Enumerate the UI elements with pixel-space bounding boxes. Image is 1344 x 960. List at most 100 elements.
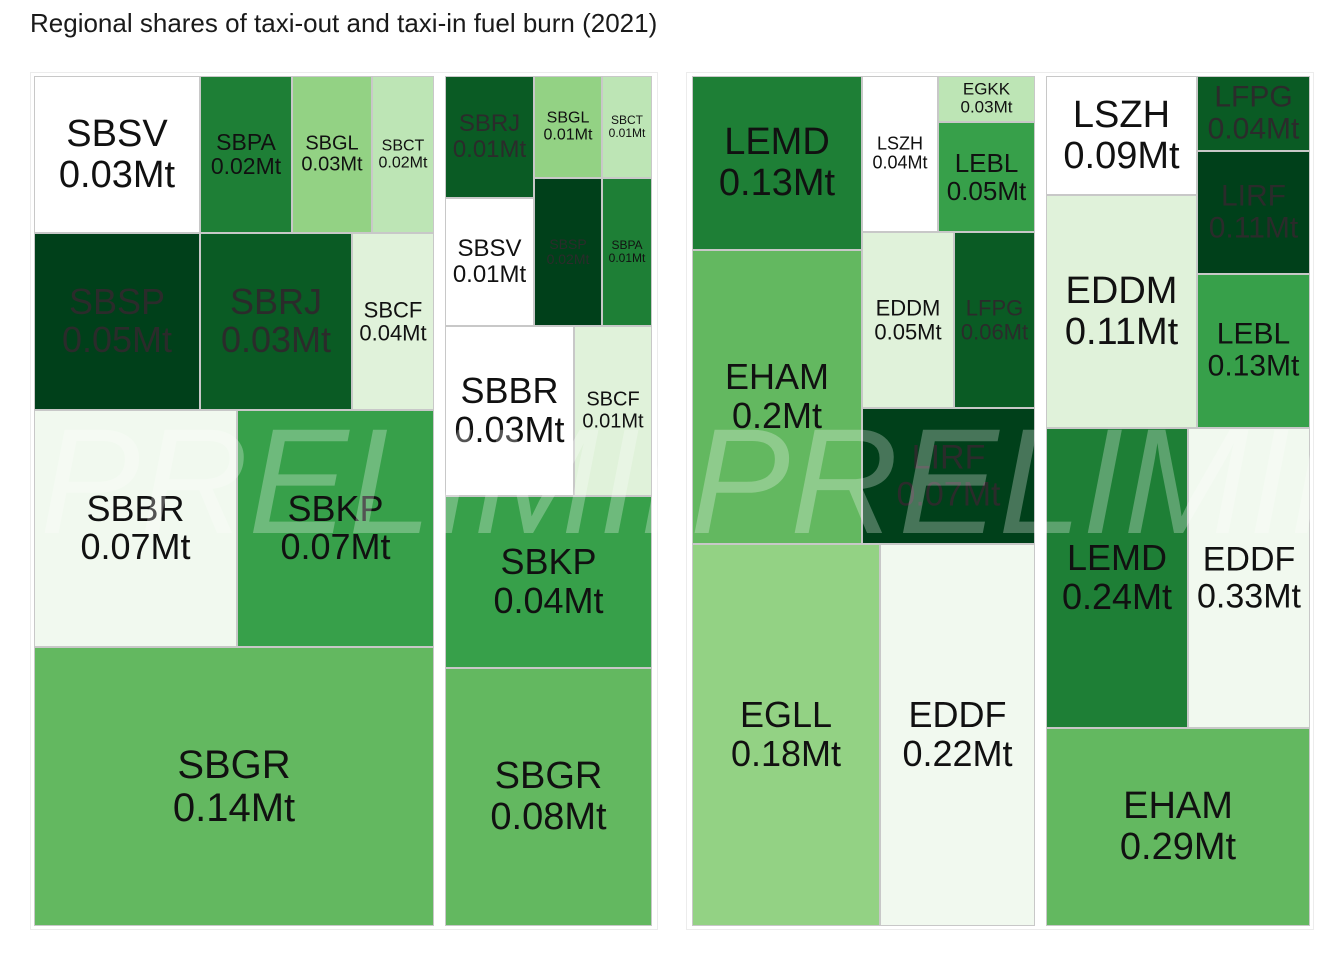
cell-label: SBSP 0.02Mt bbox=[535, 235, 601, 267]
cell-label: SBSV 0.01Mt bbox=[446, 236, 533, 288]
treemap-cell: SBBR 0.07Mt bbox=[34, 410, 237, 647]
airport-code: LEBL bbox=[954, 147, 1019, 178]
cell-label: LSZH 0.04Mt bbox=[863, 133, 937, 174]
airport-code: SBCF bbox=[363, 296, 423, 322]
cell-label: LIRF 0.11Mt bbox=[1198, 179, 1309, 245]
cell-label: SBCF 0.01Mt bbox=[575, 389, 651, 432]
fuel-value-label: 0.05Mt bbox=[874, 319, 942, 344]
treemap-cell: SBSP 0.02Mt bbox=[534, 178, 602, 326]
cell-label: SBBR 0.07Mt bbox=[35, 487, 236, 568]
fuel-value-label: 0.02Mt bbox=[546, 251, 590, 267]
fuel-value-label: 0.24Mt bbox=[1061, 576, 1173, 617]
cell-label: SBGL 0.03Mt bbox=[293, 132, 371, 176]
fuel-value-label: 0.13Mt bbox=[718, 162, 836, 204]
airport-code: EGLL bbox=[739, 694, 833, 736]
cell-label: SBKP 0.04Mt bbox=[446, 541, 651, 621]
cell-label: SBGR 0.08Mt bbox=[446, 754, 651, 838]
fuel-value-label: 0.03Mt bbox=[58, 153, 176, 196]
airport-code: SBBR bbox=[86, 487, 185, 529]
airport-code: SBGR bbox=[494, 754, 603, 797]
fuel-value-label: 0.02Mt bbox=[210, 153, 282, 180]
cell-label: SBCT 0.02Mt bbox=[373, 137, 433, 172]
treemap-cell: LEBL 0.05Mt bbox=[938, 122, 1035, 232]
fuel-value-label: 0.01Mt bbox=[582, 410, 644, 432]
cell-label: SBKP 0.07Mt bbox=[238, 489, 433, 568]
treemap-cell: SBCT 0.02Mt bbox=[372, 76, 434, 233]
cell-label: LFPG 0.06Mt bbox=[955, 296, 1034, 344]
airport-code: LFPG bbox=[965, 295, 1024, 321]
airport-code: EDDM bbox=[1065, 269, 1178, 312]
airport-code: SBGR bbox=[177, 742, 291, 787]
treemap-cell: EGLL 0.18Mt bbox=[692, 544, 880, 926]
airport-code: EDDF bbox=[1202, 540, 1296, 579]
treemap-cell: SBGR 0.14Mt bbox=[34, 647, 434, 926]
treemap-cell: LIRF 0.11Mt bbox=[1197, 151, 1310, 274]
airport-code: SBRJ bbox=[229, 280, 323, 322]
cell-label: LEBL 0.13Mt bbox=[1198, 317, 1309, 384]
cell-label: EHAM 0.2Mt bbox=[693, 357, 861, 436]
cell-label: SBRJ 0.01Mt bbox=[446, 111, 533, 163]
fuel-value-label: 0.03Mt bbox=[454, 409, 565, 450]
fuel-value-label: 0.05Mt bbox=[61, 319, 173, 361]
treemap-cell: LFPG 0.06Mt bbox=[954, 232, 1035, 408]
cell-label: SBPA 0.01Mt bbox=[603, 239, 651, 265]
treemap-cell: SBCF 0.04Mt bbox=[352, 233, 434, 410]
treemap-cell: SBKP 0.04Mt bbox=[445, 496, 652, 668]
cell-label: EHAM 0.29Mt bbox=[1047, 784, 1309, 868]
treemap-cell: LFPG 0.04Mt bbox=[1197, 76, 1310, 151]
fuel-value-label: 0.07Mt bbox=[80, 526, 191, 568]
cell-label: SBPA 0.02Mt bbox=[201, 128, 291, 180]
fuel-value-label: 0.03Mt bbox=[301, 153, 363, 176]
fuel-value-label: 0.33Mt bbox=[1197, 577, 1301, 615]
cell-label: EDDM 0.11Mt bbox=[1047, 270, 1196, 352]
cell-label: EGLL 0.18Mt bbox=[693, 694, 879, 774]
fuel-value-label: 0.01Mt bbox=[543, 127, 593, 144]
fuel-value-label: 0.01Mt bbox=[608, 126, 646, 140]
fuel-value-label: 0.29Mt bbox=[1119, 826, 1237, 868]
cell-label: LEMD 0.13Mt bbox=[693, 121, 861, 204]
airport-code: SBBR bbox=[460, 370, 559, 412]
fuel-value-label: 0.2Mt bbox=[731, 395, 823, 436]
airport-code: SBSV bbox=[66, 112, 168, 155]
fuel-value-label: 0.11Mt bbox=[1208, 211, 1299, 245]
treemap-cell: LSZH 0.09Mt bbox=[1046, 76, 1197, 195]
airport-code: SBCT bbox=[381, 137, 425, 155]
airport-code: SBSP bbox=[68, 280, 166, 322]
fuel-value-label: 0.03Mt bbox=[220, 319, 332, 361]
treemap-cell: EDDM 0.05Mt bbox=[862, 232, 954, 408]
airport-code: LSZH bbox=[876, 133, 923, 154]
airport-code: EDDM bbox=[875, 295, 941, 321]
treemap-cell: SBKP 0.07Mt bbox=[237, 410, 434, 647]
treemap-cell: EGKK 0.03Mt bbox=[938, 76, 1035, 122]
treemap-cell: SBPA 0.01Mt bbox=[602, 178, 652, 326]
cell-label: SBGL 0.01Mt bbox=[535, 110, 601, 145]
airport-code: SBGL bbox=[546, 109, 590, 127]
fuel-value-label: 0.09Mt bbox=[1063, 134, 1180, 177]
cell-label: LFPG 0.04Mt bbox=[1198, 80, 1309, 146]
fuel-value-label: 0.01Mt bbox=[608, 251, 646, 265]
treemap-cell: EDDM 0.11Mt bbox=[1046, 195, 1197, 428]
airport-code: LEBL bbox=[1216, 317, 1291, 351]
fuel-value-label: 0.04Mt bbox=[872, 153, 928, 173]
fuel-value-label: 0.01Mt bbox=[452, 136, 527, 163]
fuel-value-label: 0.04Mt bbox=[493, 580, 604, 621]
airport-code: EDDF bbox=[908, 694, 1007, 736]
treemap-cell: SBCT 0.01Mt bbox=[602, 76, 652, 178]
fuel-value-label: 0.07Mt bbox=[896, 475, 1001, 513]
treemap-cell: LEMD 0.13Mt bbox=[692, 76, 862, 250]
airport-code: SBSP bbox=[549, 235, 587, 252]
airport-code: SBCF bbox=[586, 388, 640, 411]
fuel-value-label: 0.18Mt bbox=[730, 733, 842, 774]
airport-code: LSZH bbox=[1072, 93, 1171, 136]
cell-label: EDDM 0.05Mt bbox=[863, 296, 953, 344]
chart-title: Regional shares of taxi-out and taxi-in … bbox=[30, 8, 658, 38]
cell-label: LEMD 0.24Mt bbox=[1047, 538, 1187, 617]
airport-code: EHAM bbox=[1123, 784, 1233, 827]
cell-label: EDDF 0.22Mt bbox=[881, 694, 1034, 774]
airport-code: SBKP bbox=[500, 541, 597, 583]
fuel-value-label: 0.13Mt bbox=[1207, 350, 1300, 383]
airport-code: SBPA bbox=[216, 128, 276, 155]
treemap-cell: SBRJ 0.01Mt bbox=[445, 76, 534, 198]
cell-label: LSZH 0.09Mt bbox=[1047, 94, 1196, 176]
treemap-cell: SBPA 0.02Mt bbox=[200, 76, 292, 233]
